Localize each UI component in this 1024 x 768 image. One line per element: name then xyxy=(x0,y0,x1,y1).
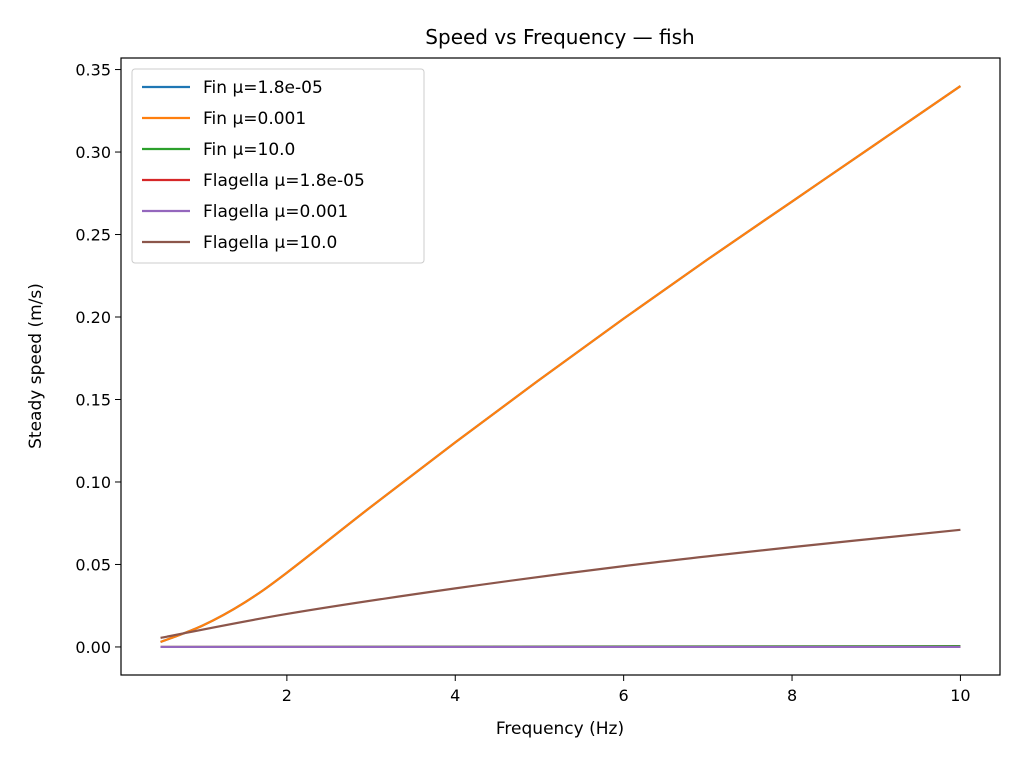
legend-entry: Flagella μ=10.0 xyxy=(203,233,337,253)
y-axis: 0.00 0.05 0.10 0.15 0.20 0.25 0.30 0.35 xyxy=(75,61,121,657)
y-tick-label: 0.00 xyxy=(75,638,111,657)
y-tick-label: 0.05 xyxy=(75,555,111,574)
y-tick-label: 0.10 xyxy=(75,473,111,492)
plot-area xyxy=(160,85,962,649)
y-axis-label: Steady speed (m/s) xyxy=(26,283,46,449)
legend-entry: Fin μ=10.0 xyxy=(203,140,295,160)
y-tick-label: 0.30 xyxy=(75,143,111,162)
x-axis: 2 4 6 8 10 xyxy=(282,675,971,705)
x-tick-label: 8 xyxy=(787,686,797,705)
legend-entry: Flagella μ=1.8e-05 xyxy=(203,171,365,191)
y-tick-label: 0.35 xyxy=(75,61,111,80)
x-tick-label: 4 xyxy=(450,686,460,705)
series-line-5 xyxy=(160,528,961,639)
legend-box xyxy=(131,68,425,264)
y-tick-label: 0.20 xyxy=(75,308,111,327)
y-tick-label: 0.15 xyxy=(75,390,111,409)
y-tick-label: 0.25 xyxy=(75,226,111,245)
legend-entry: Flagella μ=0.001 xyxy=(203,202,348,222)
x-axis-label: Frequency (Hz) xyxy=(496,719,624,739)
series-line-1 xyxy=(160,85,962,644)
axes-frame xyxy=(120,57,1001,676)
x-tick-label: 6 xyxy=(619,686,629,705)
x-tick-label: 2 xyxy=(282,686,292,705)
x-tick-label: 10 xyxy=(950,686,970,705)
chart-title: Speed vs Frequency — fish xyxy=(425,25,694,49)
legend-entry: Fin μ=1.8e-05 xyxy=(203,78,323,98)
legend: Fin μ=1.8e-05 Fin μ=0.001 Fin μ=10.0 Flagel… xyxy=(131,68,425,264)
legend-entry: Fin μ=0.001 xyxy=(203,109,306,129)
